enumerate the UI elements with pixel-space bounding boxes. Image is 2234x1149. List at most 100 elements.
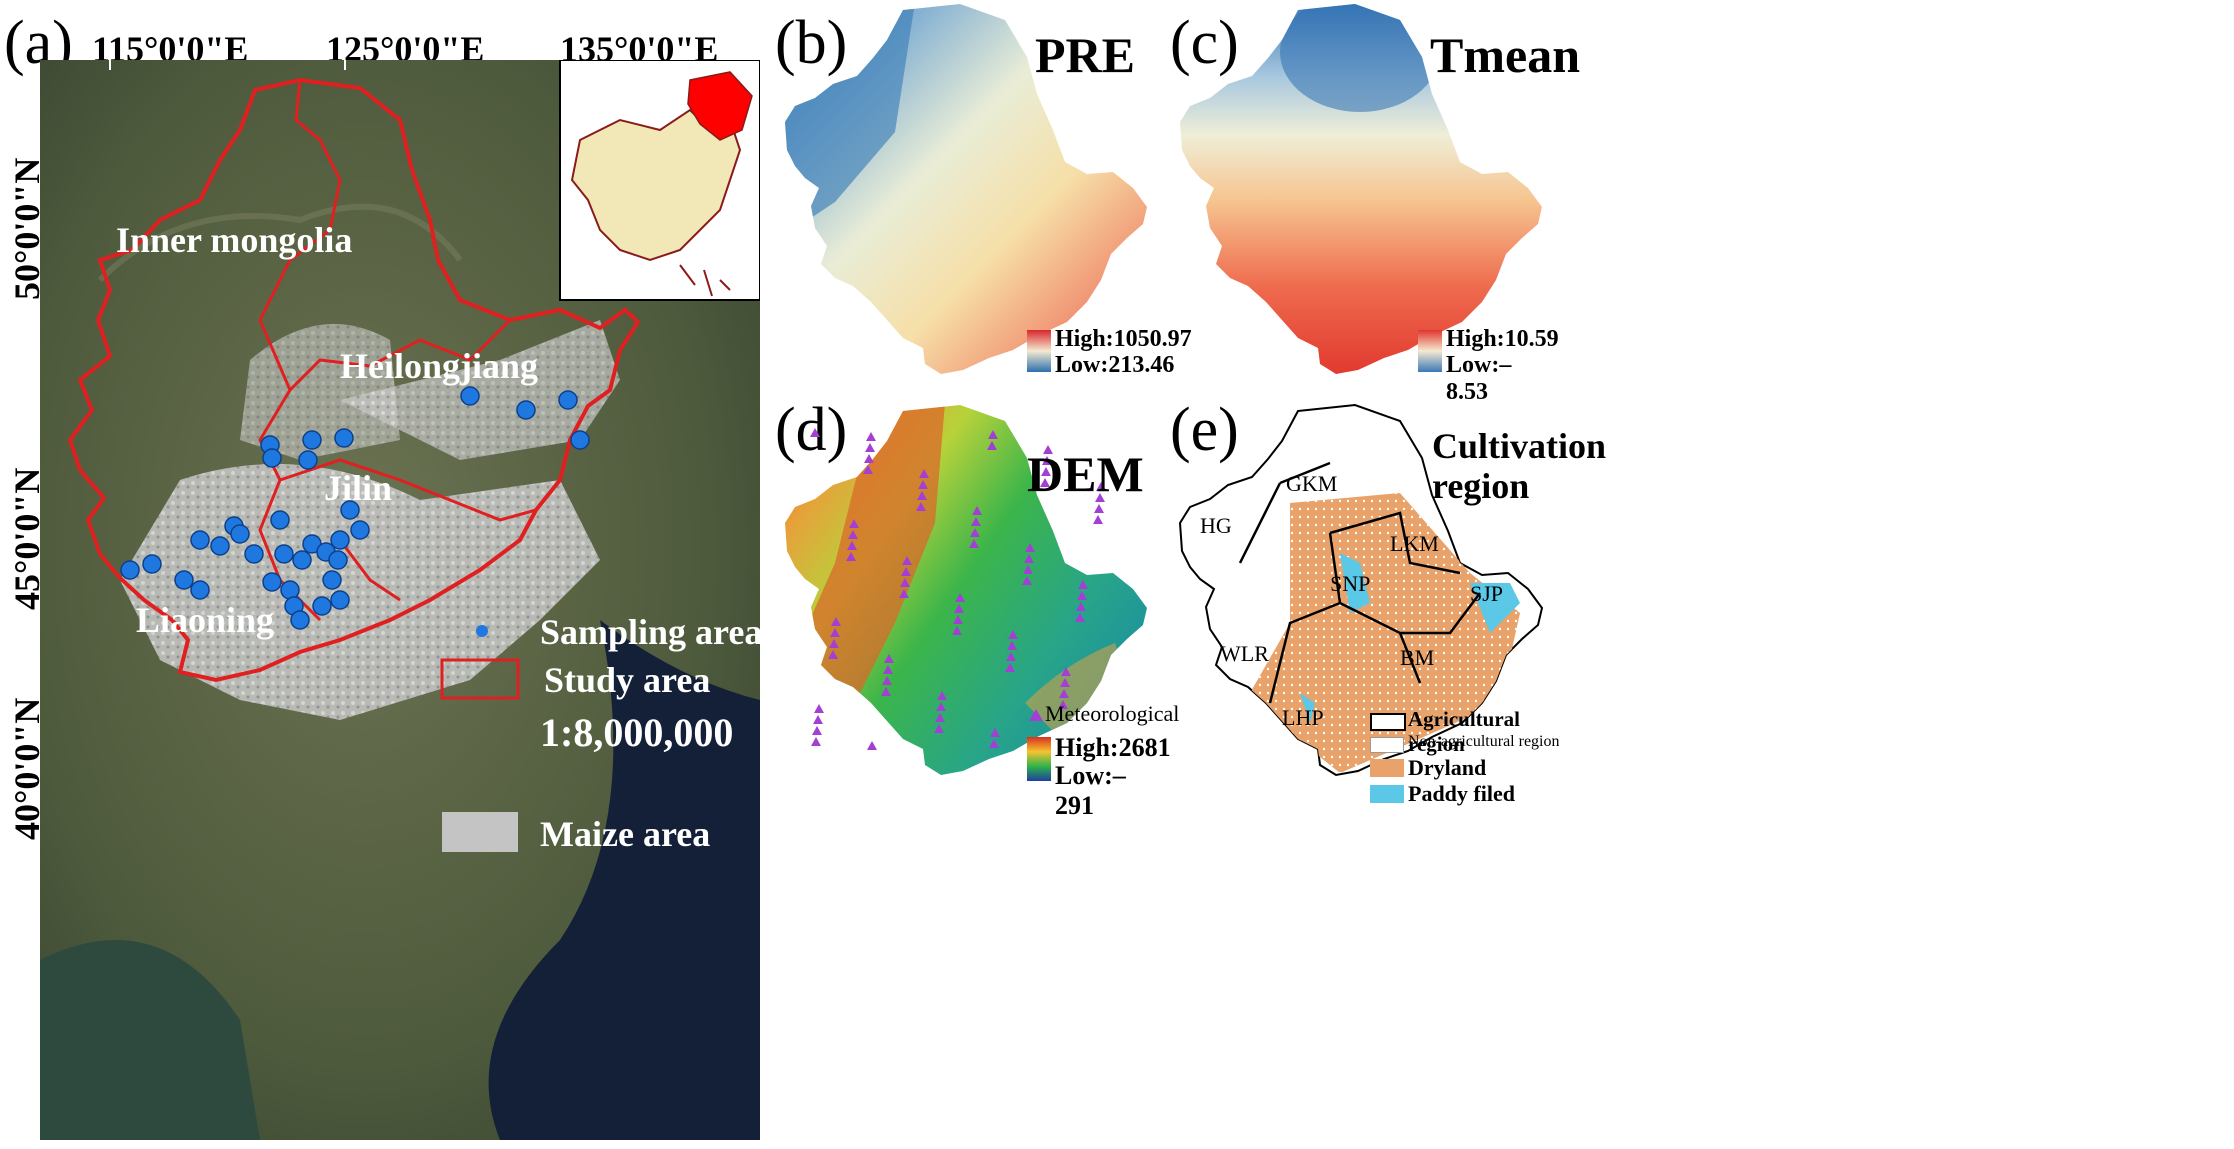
inset-china <box>570 108 742 262</box>
station-marker <box>1022 576 1032 585</box>
sampling-point <box>340 500 360 520</box>
panel-c: (c) Tmean High:10.59 Low:–8.53 <box>1170 0 1580 405</box>
station-marker <box>969 539 979 548</box>
sampling-points <box>120 386 590 630</box>
sampling-point <box>190 580 210 600</box>
station-marker <box>1058 700 1068 709</box>
pre-legend-bar <box>1027 330 1051 372</box>
station-marker <box>935 713 945 722</box>
station-marker <box>970 528 980 537</box>
pre-title: PRE <box>1035 27 1135 83</box>
tmean-legend-high: High:10.59 <box>1446 326 1559 352</box>
maize-area <box>240 324 400 460</box>
station-marker <box>883 665 893 674</box>
station-marker <box>918 480 928 489</box>
station-marker <box>1096 482 1106 491</box>
station-marker <box>1008 630 1018 639</box>
station-marker <box>866 432 876 441</box>
region-label-bm: BM <box>1400 645 1434 670</box>
panel-d-label: (d) <box>775 396 848 464</box>
maize-area <box>340 320 620 460</box>
sampling-point <box>120 560 140 580</box>
legend-sampling-label: Sampling area <box>540 612 760 652</box>
station-marker <box>988 430 998 439</box>
station-marker <box>987 441 997 450</box>
station-marker <box>812 726 822 735</box>
sampling-point <box>262 572 282 592</box>
sampling-point <box>558 390 578 410</box>
station-marker <box>937 691 947 700</box>
station-marker <box>1094 504 1104 513</box>
bohai-sea <box>40 940 260 1140</box>
dem-map <box>785 405 1147 775</box>
station-marker <box>831 617 841 626</box>
sampling-point <box>302 430 322 450</box>
station-marker <box>1041 467 1051 476</box>
station-marker <box>971 517 981 526</box>
station-marker <box>828 650 838 659</box>
sampling-point <box>328 550 348 570</box>
region-label-gkm: GKM <box>1286 471 1337 496</box>
dem-high-terrain <box>795 405 945 733</box>
panel-b-label: (b) <box>775 9 848 77</box>
tmean-title: Tmean <box>1430 27 1580 83</box>
sampling-point <box>174 570 194 590</box>
station-marker <box>1025 543 1035 552</box>
pre-map <box>785 4 1147 374</box>
region-label-snp: SNP <box>1330 571 1370 596</box>
tmean-cold-zone <box>1280 4 1440 112</box>
sampling-point <box>516 400 536 420</box>
province-label-heilongjiang: Heilongjiang <box>340 346 538 386</box>
station-marker <box>1043 445 1053 454</box>
sampling-point <box>280 580 300 600</box>
meteorological-stations <box>810 428 1106 750</box>
inset-study-region <box>687 71 753 141</box>
station-marker <box>848 530 858 539</box>
station-marker <box>901 567 911 576</box>
station-marker <box>882 676 892 685</box>
station-marker <box>1023 565 1033 574</box>
station-marker <box>847 541 857 550</box>
legend-nonagri-swatch <box>1370 737 1404 753</box>
station-legend-swatch <box>1029 709 1043 721</box>
region-label-hg: HG <box>1200 513 1232 538</box>
station-marker <box>934 724 944 733</box>
cultivation-region-boundaries <box>1238 461 1481 704</box>
dem-legend-bar <box>1027 737 1051 781</box>
sampling-point <box>270 510 290 530</box>
dem-legend-high: High:2681 <box>1055 733 1171 762</box>
station-marker <box>916 502 926 511</box>
sampling-point <box>274 544 294 564</box>
sea-of-japan <box>488 620 760 1140</box>
panel-a: (a) 115°0'0"E 125°0'0"E 135°0'0"E 50°0'0… <box>0 0 770 1149</box>
station-marker <box>1075 613 1085 622</box>
station-marker <box>1093 515 1103 524</box>
tmean-legend-bar <box>1418 330 1442 372</box>
panel-b: (b) PRE High:1050.97 Low:213.46 <box>775 0 1192 390</box>
sampling-point <box>292 550 312 570</box>
station-legend-label: Meteorological <box>1045 701 1180 726</box>
legend-study-swatch <box>440 658 520 700</box>
cultivation-title-line1: Cultivation <box>1432 426 1607 466</box>
legend-maize-swatch <box>442 812 518 852</box>
legend-sampling-swatch <box>476 625 488 637</box>
station-marker <box>830 628 840 637</box>
station-marker <box>849 519 859 528</box>
station-marker <box>1024 554 1034 563</box>
sampling-point <box>210 536 230 556</box>
region-label-sjp: SJP <box>1470 581 1503 606</box>
region-label-lhp: LHP <box>1282 705 1324 730</box>
inset-islands <box>679 264 731 297</box>
station-marker <box>1007 641 1017 650</box>
station-marker <box>989 739 999 748</box>
cultivation-title-line2: region <box>1432 466 1530 506</box>
region-label-wlr: WLR <box>1220 641 1269 666</box>
station-marker <box>1005 663 1015 672</box>
sampling-point <box>244 544 264 564</box>
panel-d: (d) DEM Meteorological High:2681 Low:–29… <box>775 395 1179 820</box>
station-marker <box>955 593 965 602</box>
legend-maize-label: Maize area <box>540 814 710 854</box>
station-marker <box>864 454 874 463</box>
sampling-point <box>570 430 590 450</box>
station-marker <box>1076 602 1086 611</box>
